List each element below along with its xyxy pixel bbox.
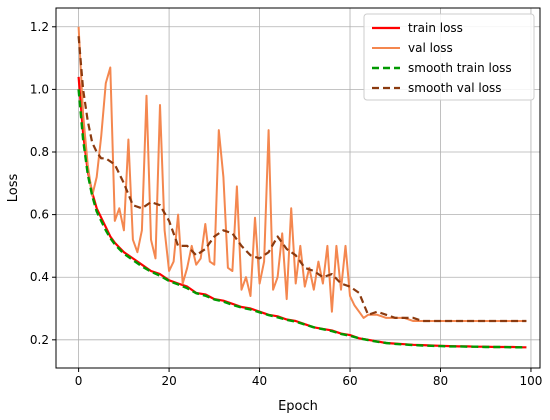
y-tick-label: 1.0 bbox=[30, 82, 49, 96]
axis-ticks: 0 20 40 60 80 100 0.2 0.4 0.6 0.8 1.0 1.2 bbox=[30, 20, 543, 388]
x-tick-label: 100 bbox=[520, 374, 543, 388]
plot-frame bbox=[55, 7, 541, 369]
x-tick-label: 40 bbox=[252, 374, 267, 388]
series-lines bbox=[77, 26, 527, 349]
series-line-smooth-train-loss bbox=[77, 89, 527, 349]
x-axis-label: Epoch bbox=[278, 399, 318, 414]
y-tick-label: 1.2 bbox=[30, 20, 49, 34]
x-tick-label: 20 bbox=[161, 374, 176, 388]
y-tick-label: 0.8 bbox=[30, 145, 49, 159]
x-tick-label: 0 bbox=[75, 374, 83, 388]
legend-box bbox=[363, 13, 535, 101]
legend: train loss val loss smooth train loss smoot… bbox=[363, 13, 535, 101]
legend-label: smooth train loss bbox=[408, 61, 512, 75]
series-line-smooth-val-loss bbox=[77, 36, 527, 323]
x-tick-label: 60 bbox=[342, 374, 357, 388]
x-tick-label: 80 bbox=[433, 374, 448, 388]
y-tick-label: 0.4 bbox=[30, 270, 49, 284]
legend-label: val loss bbox=[408, 41, 453, 55]
y-axis-label: Loss bbox=[6, 174, 21, 203]
y-tick-label: 0.2 bbox=[30, 333, 49, 347]
y-tick-label: 0.6 bbox=[30, 208, 49, 222]
legend-label: train loss bbox=[408, 21, 463, 35]
legend-label: smooth val loss bbox=[408, 81, 502, 95]
